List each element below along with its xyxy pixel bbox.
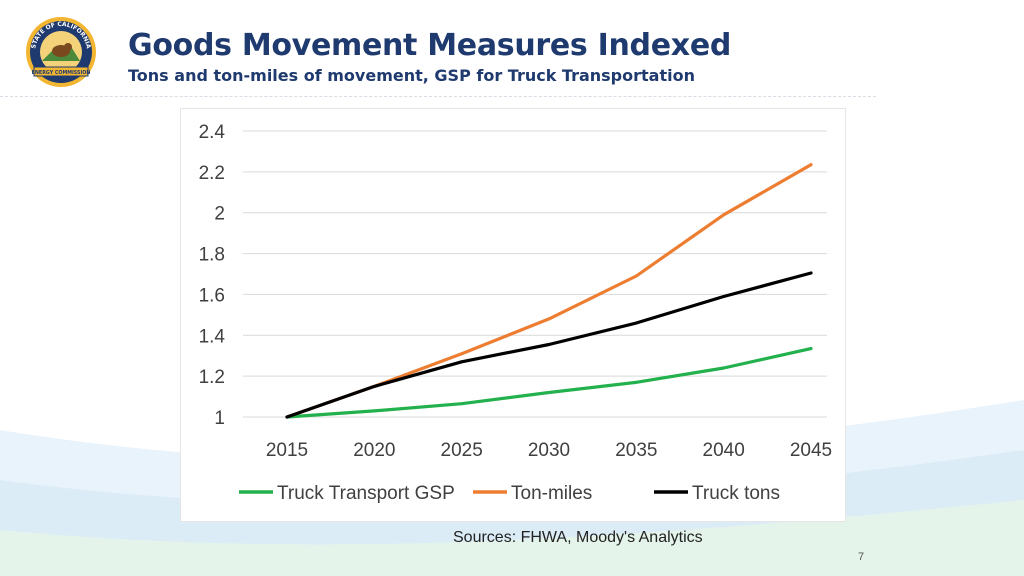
header-divider: [0, 96, 876, 97]
energy-commission-logo: STATE OF CALIFORNIA ENERGY COMMISSION: [26, 17, 96, 87]
data-point: [372, 409, 376, 413]
page-title: Goods Movement Measures Indexed: [128, 28, 732, 63]
chart-panel: 2.4 2.2 2 1.8 1.6 1.4 1.2 1 2015 2020 2025 2030 203…: [180, 108, 846, 522]
series-line-ton-miles: [285, 163, 813, 419]
x-tick-label: 2025: [441, 440, 483, 461]
x-tick-label: 2035: [615, 440, 657, 461]
y-tick-label: 2.4: [199, 122, 226, 143]
data-point: [809, 163, 813, 167]
y-tick-label: 1.2: [199, 367, 225, 388]
data-point: [460, 360, 464, 364]
data-point: [722, 213, 726, 217]
logo-bottom-text: ENERGY COMMISSION: [32, 70, 91, 76]
y-tick-label: 1.8: [199, 245, 225, 266]
data-point: [547, 391, 551, 394]
x-tick-label: 2030: [528, 440, 570, 461]
data-point: [460, 352, 464, 356]
legend-label: Truck tons: [692, 483, 780, 504]
data-point: [809, 271, 813, 275]
x-tick-label: 2040: [703, 440, 745, 461]
data-point: [547, 343, 551, 346]
y-tick-label: 1: [214, 408, 225, 429]
series-line-truck-transport-gsp: [285, 347, 813, 419]
page-number: 7: [858, 551, 865, 563]
y-tick-label: 1.6: [199, 285, 225, 306]
legend-label: Truck Transport GSP: [277, 483, 455, 504]
y-tick-label: 1.4: [199, 326, 226, 347]
data-point: [634, 321, 638, 325]
data-point: [809, 347, 813, 350]
data-point: [722, 295, 726, 298]
sources-note: Sources: FHWA, Moody's Analytics: [453, 529, 703, 546]
data-point: [372, 384, 376, 388]
data-point: [634, 380, 638, 384]
data-point: [547, 317, 551, 321]
data-point: [634, 274, 638, 278]
legend-label: Ton-miles: [511, 483, 592, 504]
line-chart: 2.4 2.2 2 1.8 1.6 1.4 1.2 1 2015 2020 2025 2030 203…: [199, 122, 833, 504]
x-tick-label: 2045: [790, 440, 832, 461]
data-point: [460, 402, 464, 406]
data-point: [285, 415, 289, 419]
x-tick-label: 2015: [266, 440, 308, 461]
page-subtitle: Tons and ton-miles of movement, GSP for …: [128, 66, 695, 85]
y-tick-label: 2.2: [199, 163, 225, 184]
y-tick-label: 2: [214, 204, 225, 225]
x-tick-label: 2020: [353, 440, 395, 461]
data-point: [722, 366, 726, 370]
